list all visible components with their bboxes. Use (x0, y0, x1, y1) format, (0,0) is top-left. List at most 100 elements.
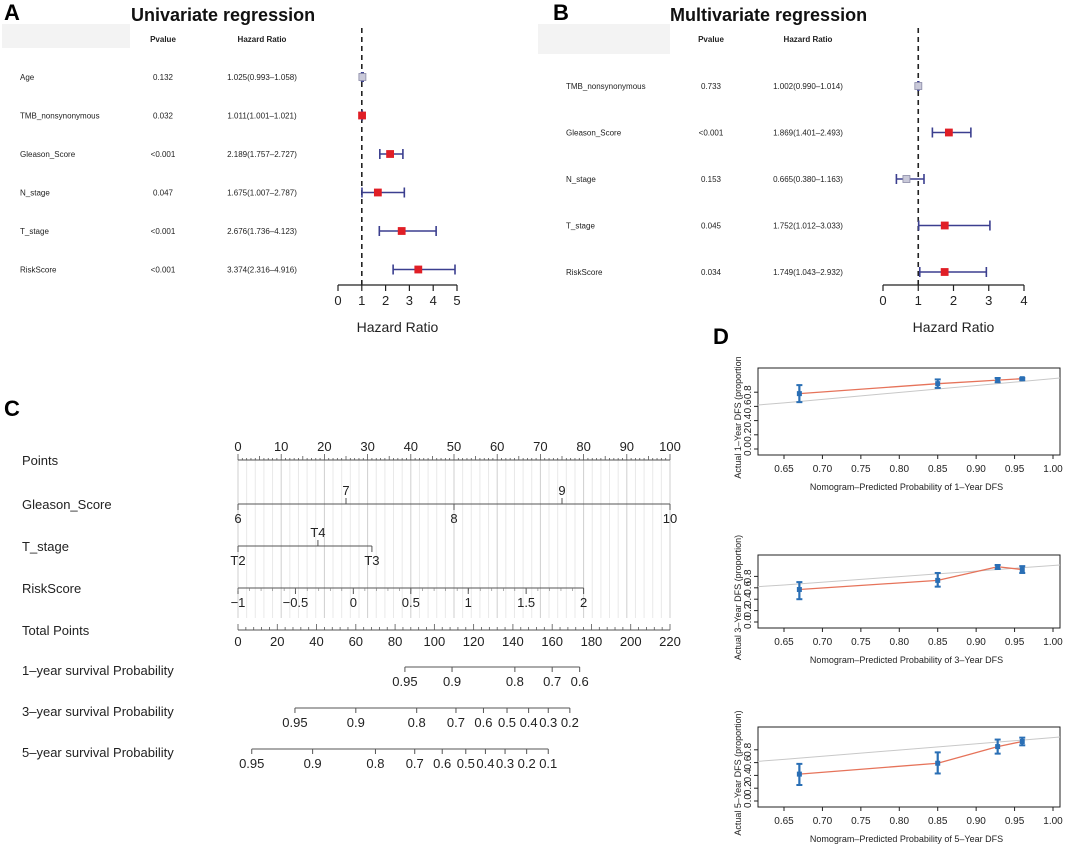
row-label: Gleason_Score (20, 150, 76, 159)
nomogram-row-label: 3–year survival Probability (22, 704, 174, 719)
x-tick-label: 0.75 (851, 464, 871, 475)
x-tick-label: 1.00 (1043, 637, 1063, 648)
row-pvalue: <0.001 (151, 227, 176, 236)
row-hr-text: 1.011(1.001–1.021) (227, 112, 297, 121)
prob-tick-label: 0.3 (539, 715, 557, 730)
scale-tick-label: T3 (364, 553, 379, 568)
points-tick-label: 60 (490, 439, 504, 454)
y-axis-title: Actual 5–Year DFS (proportion) (733, 710, 743, 835)
x-tick-label: 2 (382, 293, 389, 308)
x-tick-label: 0.95 (1005, 816, 1025, 827)
row-hr-text: 2.189(1.757–2.727) (227, 150, 297, 159)
prob-tick-label: 0.5 (498, 715, 516, 730)
calibration-line-segment (997, 378, 1023, 381)
scale-tick-label: 0 (350, 595, 357, 610)
calibration-point (935, 577, 941, 583)
total-tick-label: 160 (541, 634, 563, 649)
row-hr-text: 1.002(0.990–1.014) (773, 82, 843, 91)
hazard-ratio-header: Hazard Ratio (238, 35, 287, 44)
total-tick-label: 40 (309, 634, 323, 649)
scale-tick-label: 8 (450, 511, 457, 526)
hr-point (940, 268, 949, 276)
calibration-frame (757, 367, 1061, 456)
points-tick-label: 100 (659, 439, 681, 454)
x-tick-label: 1 (358, 293, 365, 308)
total-tick-label: 200 (620, 634, 642, 649)
x-tick-label: 0.85 (928, 637, 948, 648)
row-label: Age (20, 73, 35, 82)
y-axis-title: Actual 1–Year DFS (proportion (733, 356, 743, 478)
y-tick-label: 0.0 (743, 442, 754, 456)
calibration-line-segment (937, 566, 998, 582)
x-tick-label: 0.90 (966, 464, 986, 475)
x-axis-title: Nomogram–Predicted Probability of 1–Year… (810, 482, 1003, 492)
x-axis-title: Hazard Ratio (913, 319, 995, 335)
hr-point (914, 82, 923, 90)
row-pvalue: 0.047 (153, 189, 174, 198)
x-tick-label: 0.85 (928, 464, 948, 475)
prob-tick-label: 0.7 (543, 674, 561, 689)
panel-letter-b: B (553, 0, 569, 25)
total-tick-label: 140 (502, 634, 524, 649)
prob-tick-label: 0.7 (447, 715, 465, 730)
x-tick-label: 4 (430, 293, 437, 308)
row-hr-text: 1.025(0.993–1.058) (227, 73, 297, 82)
calibration-line-segment (937, 379, 998, 385)
y-tick-label: 0.0 (743, 615, 754, 629)
calibration-point (995, 744, 1001, 750)
points-tick-label: 30 (360, 439, 374, 454)
nomogram-row-label: 1–year survival Probability (22, 663, 174, 678)
row-label: TMB_nonsynonymous (20, 112, 100, 121)
y-tick-label: 0.8 (743, 385, 754, 399)
row-pvalue: 0.153 (701, 175, 722, 184)
pvalue-header: Pvalue (698, 35, 724, 44)
total-tick-label: 80 (388, 634, 402, 649)
prob-tick-label: 0.95 (239, 756, 264, 771)
header-shade-a (2, 24, 130, 48)
x-tick-label: 0.70 (813, 816, 833, 827)
row-label: Gleason_Score (566, 129, 622, 138)
calibration-line-segment (997, 740, 1023, 748)
x-tick-label: 0.70 (813, 637, 833, 648)
panel-letter-a: A (4, 0, 20, 25)
y-tick-label: 0.6 (743, 399, 754, 413)
calibration-point (1019, 738, 1025, 744)
calibration-point (796, 587, 802, 593)
x-tick-label: 4 (1020, 293, 1027, 308)
calibration-point (796, 391, 802, 397)
prob-tick-label: 0.9 (443, 674, 461, 689)
nomogram-row-label: Total Points (22, 623, 90, 638)
prob-tick-label: 0.95 (392, 674, 417, 689)
panel-letter-c: C (4, 396, 20, 421)
points-tick-label: 0 (234, 439, 241, 454)
row-label: N_stage (20, 189, 50, 198)
row-label: T_stage (566, 222, 595, 231)
points-tick-label: 20 (317, 439, 331, 454)
scale-tick-label: 1.5 (517, 595, 535, 610)
points-tick-label: 80 (576, 439, 590, 454)
row-pvalue: 0.132 (153, 73, 174, 82)
row-hr-text: 2.676(1.736–4.123) (227, 227, 297, 236)
row-label: N_stage (566, 175, 596, 184)
row-label: T_stage (20, 227, 49, 236)
y-tick-label: 0.4 (743, 768, 754, 782)
x-tick-label: 0.80 (890, 816, 910, 827)
row-hr-text: 1.675(1.007–2.787) (227, 189, 297, 198)
x-tick-label: 0.65 (774, 816, 794, 827)
scale-tick-label: 2 (580, 595, 587, 610)
prob-tick-label: 0.7 (406, 756, 424, 771)
hr-point (373, 188, 382, 197)
prob-tick-label: 0.8 (506, 674, 524, 689)
pvalue-header: Pvalue (150, 35, 176, 44)
x-tick-label: 1 (915, 293, 922, 308)
x-tick-label: 3 (406, 293, 413, 308)
row-pvalue: 0.034 (701, 268, 722, 277)
prob-tick-label: 0.9 (304, 756, 322, 771)
scale-tick-label: T2 (230, 553, 245, 568)
panel-title-a: Univariate regression (131, 5, 316, 25)
calibration-line-segment (799, 383, 938, 395)
row-pvalue: <0.001 (699, 129, 724, 138)
prob-tick-label: 0.6 (571, 674, 589, 689)
hazard-ratio-header: Hazard Ratio (784, 35, 833, 44)
